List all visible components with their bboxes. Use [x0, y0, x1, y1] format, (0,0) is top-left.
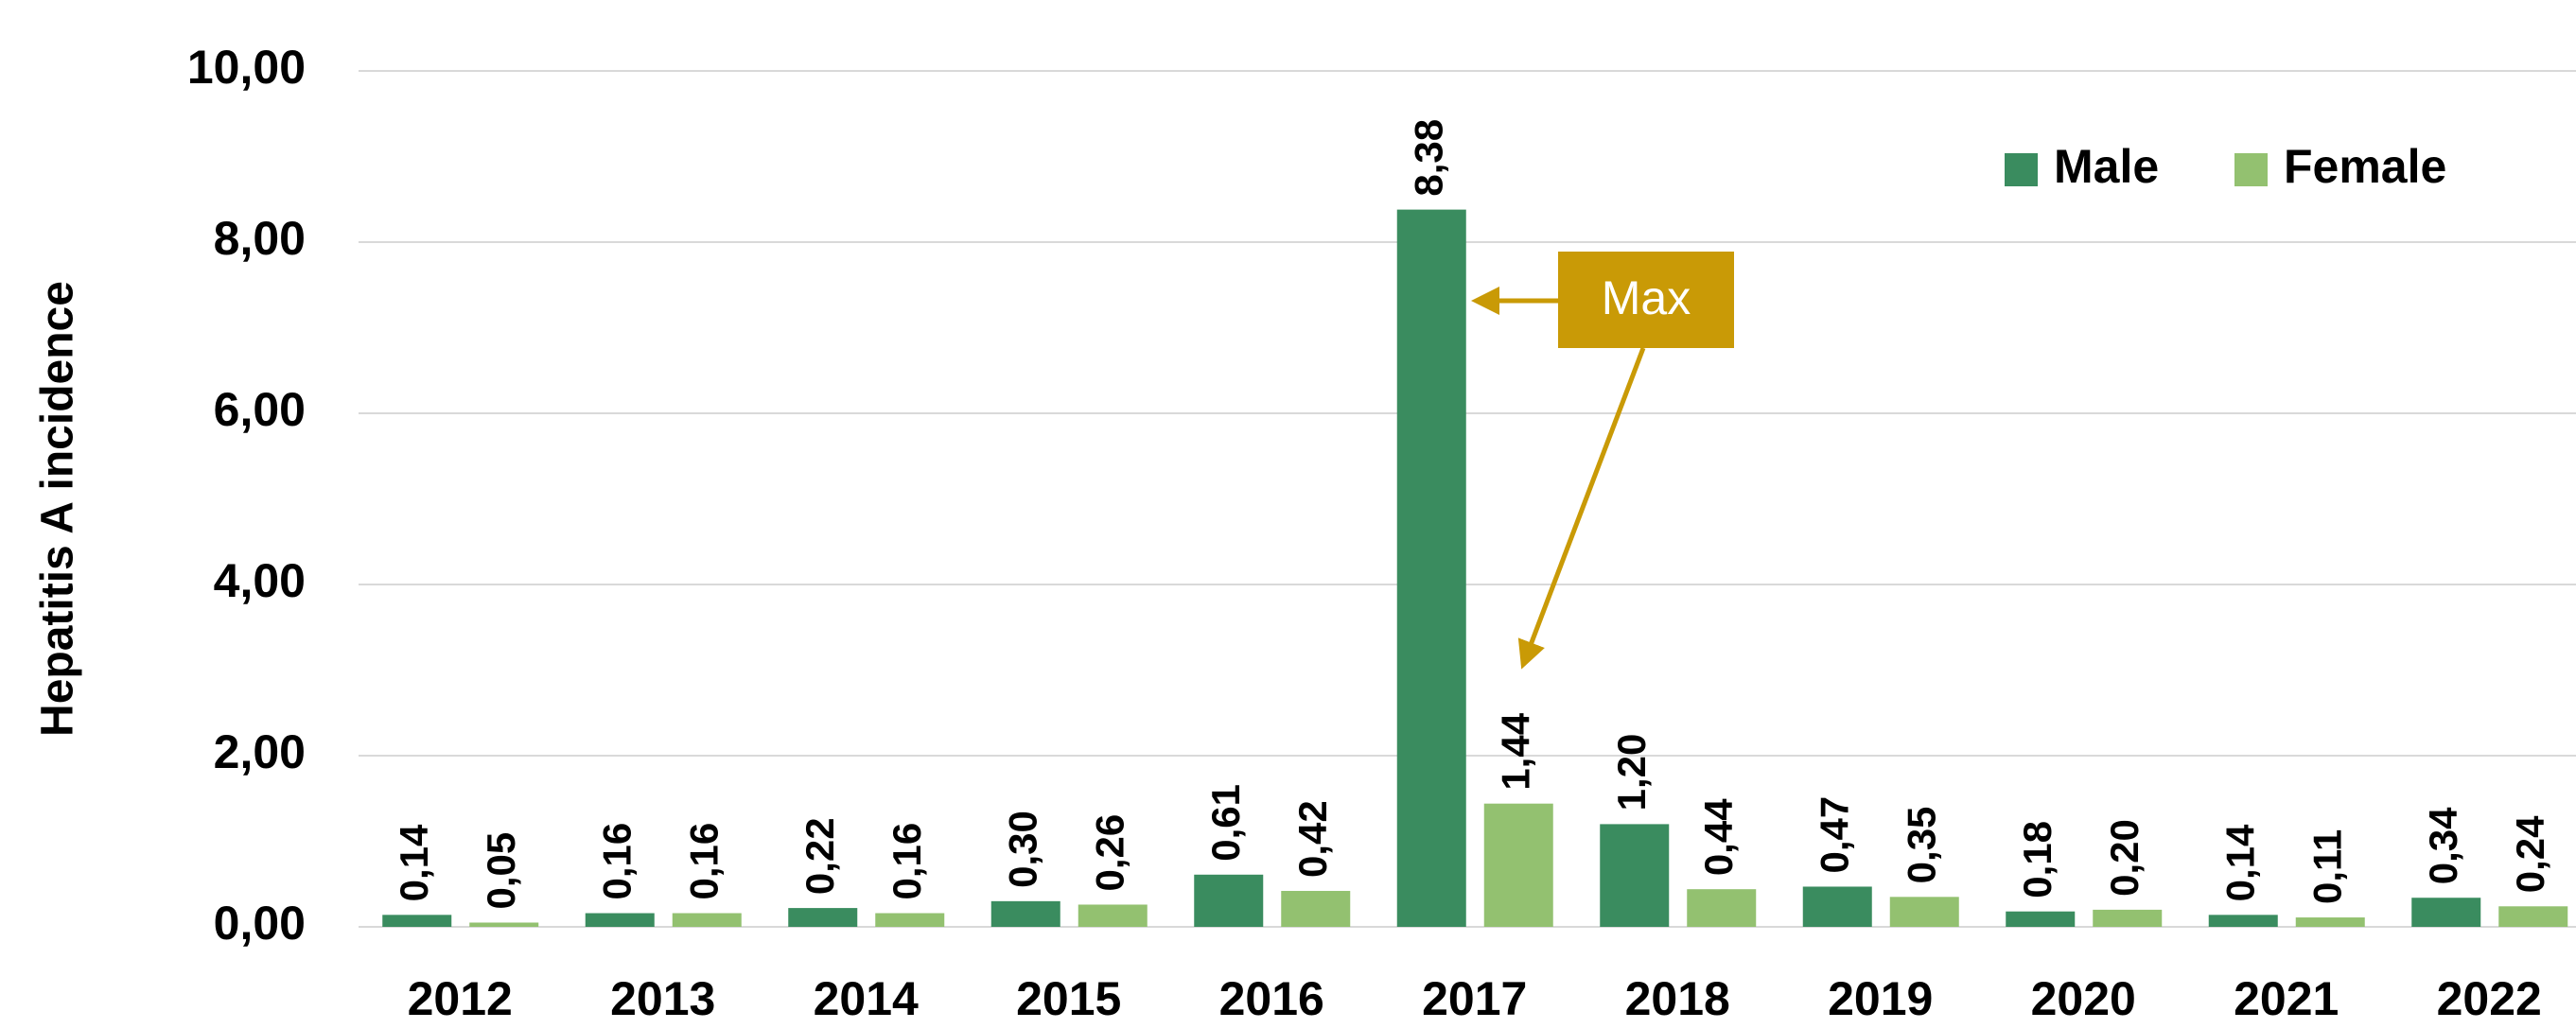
x-tick-label: 2017	[1422, 972, 1527, 1025]
bar	[2295, 917, 2365, 927]
value-label: 0,18	[2015, 821, 2059, 898]
value-label: 0,61	[1203, 784, 1248, 862]
value-label: 0,44	[1696, 798, 1741, 876]
bar	[990, 900, 1060, 927]
annotation-text: Max	[1602, 271, 1691, 324]
annotation-box	[1558, 252, 1734, 348]
x-tick-label: 2013	[610, 972, 715, 1025]
y-tick-label: 4,00	[214, 554, 306, 607]
bar	[469, 922, 539, 927]
value-label: 8,38	[1406, 119, 1450, 197]
value-label: 0,42	[1290, 800, 1335, 878]
y-tick-label: 10,00	[187, 41, 306, 94]
x-tick-label: 2015	[1016, 972, 1121, 1025]
annotation-arrow	[1517, 347, 1646, 670]
value-label: 0,14	[2217, 824, 2262, 901]
x-tick-label: 2014	[814, 972, 919, 1025]
bar	[788, 908, 858, 927]
bar	[1889, 897, 1959, 927]
bar	[1600, 824, 1670, 927]
value-label: 0,26	[1087, 814, 1131, 892]
bar	[2411, 898, 2481, 927]
y-tick-label: 8,00	[214, 212, 306, 265]
value-label: 1,20	[1609, 734, 1654, 811]
bar	[2006, 911, 2076, 927]
bar	[1281, 890, 1351, 927]
value-label: 0,47	[1812, 796, 1856, 874]
bar	[1802, 886, 1872, 927]
legend-label: Female	[2284, 140, 2446, 193]
bar	[1194, 874, 1264, 927]
legend-label: Male	[2054, 140, 2159, 193]
value-label: 0,16	[681, 823, 726, 900]
y-tick-label: 6,00	[214, 383, 306, 436]
value-label: 0,34	[2421, 807, 2465, 884]
x-tick-label: 2020	[2031, 972, 2136, 1025]
bar	[382, 915, 452, 927]
value-label: 0,14	[392, 824, 436, 901]
value-label: 0,05	[479, 832, 523, 910]
x-tick-label: 2016	[1219, 972, 1324, 1025]
value-label: 0,30	[1000, 811, 1044, 888]
x-tick-label: 2018	[1625, 972, 1730, 1025]
y-axis-title: Hepatitis A incidence	[33, 281, 83, 737]
x-tick-label: 2022	[2437, 972, 2542, 1025]
bar	[1396, 209, 1466, 928]
bar	[2093, 909, 2163, 927]
y-tick-label: 2,00	[214, 725, 306, 778]
bar	[585, 913, 655, 927]
value-label: 0,24	[2508, 815, 2552, 893]
bar	[875, 913, 945, 927]
value-label: 1,44	[1493, 712, 1537, 790]
x-tick-label: 2012	[408, 972, 513, 1025]
value-label: 0,16	[885, 823, 929, 900]
bar	[1078, 904, 1148, 927]
x-tick-label: 2019	[1828, 972, 1933, 1025]
value-label: 0,20	[2102, 819, 2147, 897]
value-label: 0,22	[797, 817, 842, 895]
value-label: 0,11	[2304, 829, 2349, 904]
value-label: 0,16	[594, 823, 639, 900]
bar	[2208, 915, 2278, 927]
y-tick-label: 0,00	[214, 897, 306, 950]
bar	[1483, 803, 1553, 927]
bar	[672, 913, 742, 927]
legend-swatch	[2234, 153, 2268, 186]
bar	[1687, 889, 1757, 927]
bar	[2498, 906, 2568, 927]
legend-swatch	[2005, 153, 2038, 186]
value-label: 0,35	[1899, 807, 1943, 884]
x-tick-label: 2021	[2234, 972, 2339, 1025]
